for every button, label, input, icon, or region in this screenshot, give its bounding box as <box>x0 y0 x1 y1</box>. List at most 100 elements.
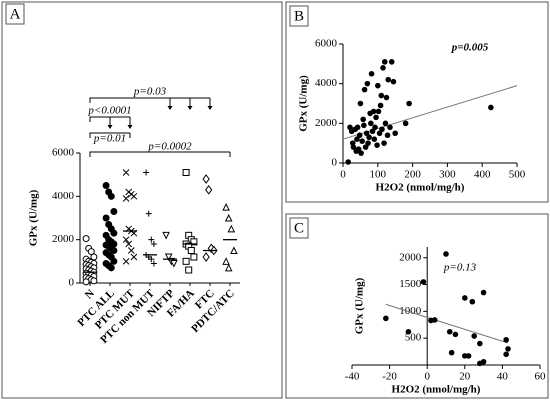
fit-line <box>385 303 509 344</box>
x-tick-label: 0 <box>424 371 430 383</box>
data-point <box>392 130 399 137</box>
data-point <box>107 264 115 272</box>
data-point <box>388 59 395 65</box>
data-point <box>373 114 379 121</box>
data-point <box>480 358 487 365</box>
data-point <box>365 140 371 146</box>
x-axis-title: H2O2 (nmol/mg/h) <box>392 384 481 396</box>
data-point <box>377 102 384 109</box>
data-point <box>110 247 118 254</box>
data-point <box>446 328 453 335</box>
data-point <box>420 279 427 285</box>
data-point <box>122 169 130 176</box>
data-point <box>405 328 412 335</box>
data-point <box>387 124 393 131</box>
panel-label-box <box>289 217 309 239</box>
data-point <box>356 132 363 139</box>
data-point <box>148 236 155 243</box>
data-point <box>503 336 509 343</box>
data-point <box>358 150 364 156</box>
data-point <box>190 238 198 246</box>
y-tick-label: 500 <box>405 332 422 344</box>
data-point <box>170 260 178 268</box>
data-point <box>471 333 478 339</box>
data-point <box>477 340 483 347</box>
data-point <box>110 229 118 237</box>
data-point <box>102 182 110 189</box>
arrowhead <box>107 125 113 129</box>
panel-label: C <box>294 220 304 236</box>
bracket <box>89 151 231 157</box>
data-point <box>354 136 360 142</box>
annotation: p=0.0002 <box>147 141 192 153</box>
annotation: p=0.13 <box>443 262 477 274</box>
data-point <box>357 100 364 107</box>
data-point <box>406 100 412 107</box>
data-point <box>431 317 438 323</box>
data-point <box>222 257 230 265</box>
data-point <box>469 298 476 305</box>
data-point <box>381 59 388 65</box>
data-point <box>384 132 391 139</box>
data-point <box>383 94 390 101</box>
y-axis-title: GPx (U/mg) <box>354 277 366 334</box>
data-point <box>374 142 380 148</box>
data-point <box>82 235 90 243</box>
data-point <box>385 76 392 83</box>
data-point <box>164 253 173 262</box>
x-tick-label: 500 <box>509 169 526 181</box>
data-point <box>361 122 367 129</box>
data-point <box>224 263 233 272</box>
y-tick-label: 4000 <box>52 190 75 202</box>
data-point <box>143 169 150 176</box>
y-axis-title: GPx (U/mg) <box>28 189 40 246</box>
x-tick-label: 20 <box>459 371 471 383</box>
data-point <box>127 247 135 254</box>
data-point <box>224 213 233 222</box>
data-point <box>452 331 459 338</box>
annotation: p=0.005 <box>451 42 489 54</box>
data-point <box>205 184 213 195</box>
data-point <box>222 203 230 211</box>
panel-frame <box>285 1 549 203</box>
panel-label: B <box>294 8 304 24</box>
data-point <box>187 247 195 254</box>
data-point <box>82 278 90 286</box>
data-point <box>465 353 472 359</box>
arrowhead <box>167 106 173 110</box>
bracket <box>89 97 211 109</box>
data-point <box>122 236 130 244</box>
data-point <box>102 214 110 222</box>
x-tick-label: -40 <box>345 371 360 383</box>
data-point <box>402 120 409 127</box>
x-tick-label: 300 <box>439 169 456 181</box>
y-axis-title: GPx (U/mg) <box>298 75 310 132</box>
data-point <box>87 248 95 256</box>
data-point <box>182 169 190 176</box>
y-tick-label: 2000 <box>399 251 422 263</box>
data-point <box>122 195 130 202</box>
data-point <box>202 252 210 262</box>
data-point <box>90 277 98 285</box>
annotation: p=0.03 <box>133 86 167 98</box>
data-point <box>503 351 509 358</box>
data-point <box>488 104 494 111</box>
arrowhead <box>187 106 193 110</box>
data-point <box>107 192 115 200</box>
data-point <box>390 78 397 85</box>
x-tick-label: 400 <box>474 169 491 181</box>
panel-frame <box>285 213 549 399</box>
x-tick-label: 60 <box>535 371 547 383</box>
bracket <box>89 132 131 138</box>
data-point <box>364 80 371 87</box>
data-point <box>448 349 455 356</box>
data-point <box>150 260 157 267</box>
data-point <box>368 120 374 127</box>
data-point <box>381 140 387 146</box>
arrowhead <box>127 125 133 129</box>
data-point <box>368 70 375 77</box>
data-point <box>359 138 365 144</box>
data-point <box>505 346 511 352</box>
data-point <box>382 120 389 127</box>
